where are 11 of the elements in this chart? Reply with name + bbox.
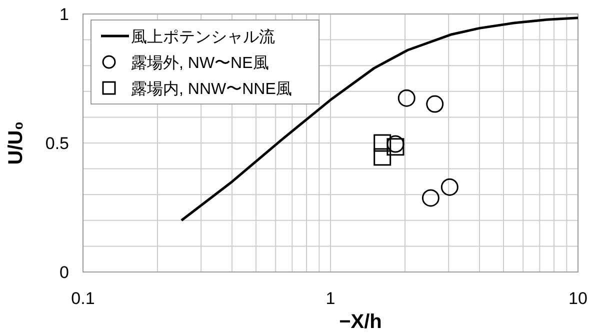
- y-tick-label: 1: [60, 5, 69, 24]
- x-tick-label: 1: [326, 289, 336, 308]
- y-tick-label: 0: [60, 263, 69, 282]
- y-tick-label: 0.5: [45, 134, 69, 153]
- x-axis-title: −X/h: [339, 311, 382, 333]
- x-tick-label: 0.1: [71, 289, 95, 308]
- y-axis-title: U/U₀: [5, 121, 27, 165]
- legend-label: 露場外, NW〜NE風: [131, 55, 269, 72]
- x-tick-label: 10: [568, 289, 588, 308]
- legend-label: 風上ポテンシャル流: [131, 28, 275, 46]
- legend-label: 露場内, NNW〜NNE風: [131, 80, 292, 98]
